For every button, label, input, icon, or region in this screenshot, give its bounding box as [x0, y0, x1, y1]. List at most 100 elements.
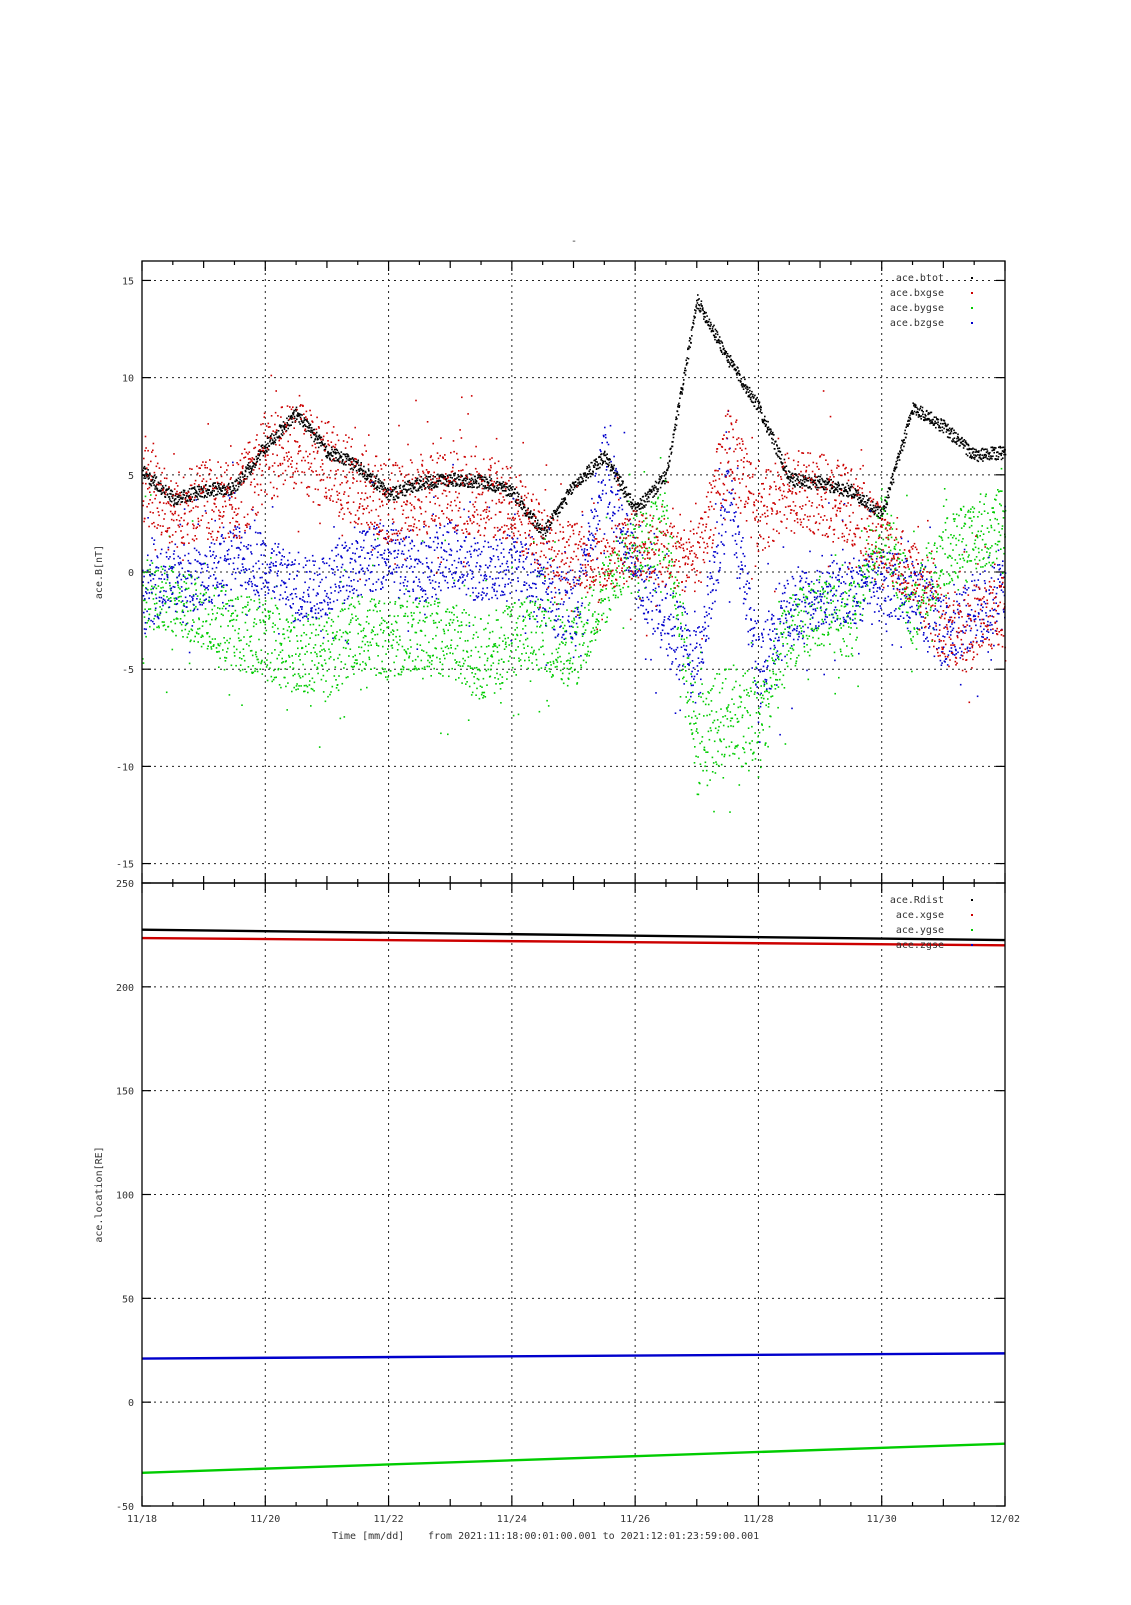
data-point [595, 627, 597, 629]
data-point [431, 482, 433, 484]
data-point [743, 748, 745, 750]
data-point [164, 624, 166, 626]
data-point [236, 649, 238, 651]
data-point [861, 500, 863, 502]
data-point [904, 555, 906, 557]
data-point [323, 675, 325, 677]
data-point [272, 623, 274, 625]
data-point [679, 594, 681, 596]
data-point [447, 608, 449, 610]
data-point [378, 672, 380, 674]
data-point [573, 622, 575, 624]
data-point [764, 416, 766, 418]
data-point [241, 596, 243, 598]
data-point [901, 444, 903, 446]
data-point [718, 765, 720, 767]
data-point [425, 635, 427, 637]
data-point [362, 641, 364, 643]
data-point [308, 423, 310, 425]
data-point [803, 483, 805, 485]
data-point [253, 622, 255, 624]
y-tick-label: 15 [122, 276, 134, 287]
data-point [801, 630, 803, 632]
data-point [243, 648, 245, 650]
data-point [369, 642, 371, 644]
data-point [208, 492, 210, 494]
data-point [673, 433, 675, 435]
data-point [173, 571, 175, 573]
data-point [849, 490, 851, 492]
data-point [400, 484, 402, 486]
data-point [874, 563, 876, 565]
data-point [658, 497, 660, 499]
data-point [877, 509, 879, 511]
data-point [621, 484, 623, 486]
data-point [382, 486, 384, 488]
data-point [481, 646, 483, 648]
data-point [398, 674, 400, 676]
data-point [726, 355, 728, 357]
data-point [717, 331, 719, 333]
data-point [664, 506, 666, 508]
data-point [558, 603, 560, 605]
data-point [144, 609, 146, 611]
data-point [841, 605, 843, 607]
data-point [437, 602, 439, 604]
data-point [589, 469, 591, 471]
data-point [386, 489, 388, 491]
data-point [294, 416, 296, 418]
data-point [495, 683, 497, 685]
data-point [330, 651, 332, 653]
data-point [849, 633, 851, 635]
data-point [581, 597, 583, 599]
data-point [769, 434, 771, 436]
data-point [532, 516, 534, 518]
data-point [375, 480, 377, 482]
data-point [770, 429, 772, 431]
data-point [402, 494, 404, 496]
data-point [289, 425, 291, 427]
data-point [207, 632, 209, 634]
data-point [146, 602, 148, 604]
data-point [550, 620, 552, 622]
data-point [316, 656, 318, 658]
data-point [761, 412, 763, 414]
data-point [385, 653, 387, 655]
data-point [400, 674, 402, 676]
data-point [908, 423, 910, 425]
data-point [552, 515, 554, 517]
data-point [155, 570, 157, 572]
data-point [439, 602, 441, 604]
data-point [902, 442, 904, 444]
data-point [202, 621, 204, 623]
data-point [557, 652, 559, 654]
data-point [906, 433, 908, 435]
data-point [287, 630, 289, 632]
data-point [946, 431, 948, 433]
data-point [315, 635, 317, 637]
data-point [544, 538, 546, 540]
data-point [415, 659, 417, 661]
data-point [812, 604, 814, 606]
data-point [484, 476, 486, 478]
data-point [704, 766, 706, 768]
data-point [495, 643, 497, 645]
data-point [606, 453, 608, 455]
data-point [320, 655, 322, 657]
data-point [741, 378, 743, 380]
data-point [195, 589, 197, 591]
data-point [509, 656, 511, 658]
data-point [513, 657, 515, 659]
data-point [853, 493, 855, 495]
data-point [376, 476, 378, 478]
data-point [987, 458, 989, 460]
data-point [556, 513, 558, 515]
data-point [444, 476, 446, 478]
data-point [381, 488, 383, 490]
data-point [279, 684, 281, 686]
data-point [557, 510, 559, 512]
data-point [678, 635, 680, 637]
data-point [984, 448, 986, 450]
data-point [572, 626, 574, 628]
data-point [574, 669, 576, 671]
